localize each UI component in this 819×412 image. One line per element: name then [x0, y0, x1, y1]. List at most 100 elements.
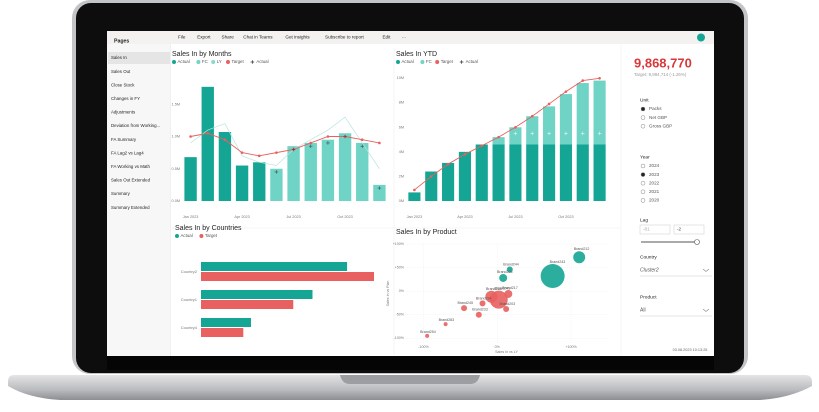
- selected-page: [108, 52, 170, 64]
- radio-label: 2022: [649, 180, 660, 185]
- dropdown-chevron[interactable]: [702, 268, 710, 272]
- dropdown-value[interactable]: Cluster2: [640, 267, 659, 273]
- page-tab[interactable]: Sales In: [111, 55, 127, 60]
- line-point: [429, 175, 433, 178]
- y-tick-label: 8M: [399, 101, 404, 105]
- dropdown-value[interactable]: All: [640, 307, 646, 313]
- x-tick-label: Jan 2023: [407, 215, 423, 219]
- plus-marker: [274, 170, 279, 174]
- bubble[interactable]: [506, 266, 513, 273]
- bubble[interactable]: [425, 333, 430, 338]
- y-tick-label: 0.0M: [172, 199, 180, 203]
- bubble[interactable]: [540, 264, 565, 289]
- bubble[interactable]: [499, 273, 508, 282]
- page-tab[interactable]: FA Working vs Math: [111, 164, 151, 169]
- toolbar-item[interactable]: Share: [222, 35, 235, 40]
- page-tab[interactable]: Deviation from Working...: [111, 123, 160, 128]
- bubble[interactable]: [485, 290, 498, 303]
- bar: [492, 137, 505, 145]
- chart-title: Sales In by Months: [172, 51, 232, 58]
- legend-label: Actual: [402, 59, 414, 64]
- dropdown-chevron[interactable]: [702, 308, 710, 312]
- bar: [509, 127, 522, 145]
- bar: [509, 144, 522, 201]
- toolbar-item[interactable]: Subscribe to report: [325, 35, 365, 40]
- legend-label: FC: [202, 59, 208, 64]
- plus-marker: [530, 131, 535, 136]
- y-tick-label: 1.5M: [172, 102, 180, 106]
- legend-marker: [175, 234, 179, 238]
- bubble[interactable]: [479, 300, 486, 307]
- bar: [201, 328, 244, 337]
- line-point: [514, 125, 517, 129]
- radio-button[interactable]: [640, 172, 646, 177]
- line-point: [223, 138, 227, 142]
- slider-handle[interactable]: [694, 239, 700, 245]
- toolbar-item[interactable]: Edit: [382, 35, 391, 40]
- bar: [492, 144, 505, 201]
- toolbar-item[interactable]: Get insights: [285, 35, 310, 40]
- y-tick-label: 2M: [399, 174, 404, 178]
- radio-button[interactable]: [640, 115, 646, 120]
- legend-marker: [420, 60, 425, 64]
- page-tab[interactable]: FA Summary: [111, 137, 137, 142]
- legend-label: Actual: [256, 59, 268, 64]
- toolbar-item[interactable]: Export: [197, 35, 211, 40]
- legend-marker: [459, 60, 464, 64]
- kpi-target: Target: 9,994,714 (-1.26%): [634, 72, 687, 77]
- plus-marker: [326, 141, 330, 145]
- laptop-base: [8, 375, 812, 400]
- radio-button[interactable]: [640, 198, 646, 203]
- legend-label: Target: [441, 59, 454, 64]
- y-tick-label: -50%: [396, 313, 405, 317]
- lag-input[interactable]: [673, 224, 705, 235]
- radio-button[interactable]: [640, 106, 646, 112]
- x-tick-label: Jul 2023: [286, 215, 300, 219]
- legend-label: Target: [232, 59, 245, 64]
- page-tab[interactable]: FA Lag2 vs Lag4: [111, 150, 144, 155]
- radio-button[interactable]: [640, 180, 646, 186]
- line-point: [240, 151, 244, 154]
- x-tick-label: Jan 2023: [183, 215, 199, 219]
- line-point: [189, 135, 192, 138]
- page-tab[interactable]: Changes in FY: [111, 96, 140, 101]
- point-label: Brand241: [495, 287, 511, 291]
- toolbar-item[interactable]: Chat in Teams: [243, 35, 273, 40]
- radio-button[interactable]: [640, 163, 646, 169]
- page-tab[interactable]: Summary Extended: [111, 205, 150, 210]
- page-tab[interactable]: Summary: [111, 191, 131, 196]
- bubble[interactable]: [461, 305, 468, 312]
- bubble[interactable]: [443, 322, 448, 327]
- toolbar-item[interactable]: ···: [402, 35, 407, 40]
- bubble[interactable]: [475, 311, 482, 318]
- radio-button[interactable]: [640, 123, 646, 129]
- line-point: [530, 114, 534, 118]
- point-label: Brand203: [500, 302, 516, 306]
- bar: [559, 94, 572, 145]
- x-axis-title: Sales In vs LY: [495, 350, 518, 354]
- line-point: [275, 151, 278, 154]
- filter-title: Product: [640, 294, 657, 300]
- bar: [475, 144, 488, 201]
- y-tick-label: 4M: [399, 150, 404, 154]
- radio-button[interactable]: [640, 189, 646, 195]
- line-point: [581, 79, 585, 82]
- filter-title: Unit: [640, 97, 649, 103]
- bar: [576, 144, 589, 201]
- bubble[interactable]: [573, 251, 586, 264]
- page-tab[interactable]: Close Stock: [111, 82, 135, 87]
- y-tick-label: 0%: [399, 289, 405, 293]
- bar: [218, 131, 232, 201]
- legend-marker: [226, 60, 230, 64]
- screen-bottom: [107, 356, 714, 370]
- page-tab[interactable]: Adjustments: [111, 110, 136, 115]
- bubble[interactable]: [503, 306, 510, 313]
- page-tab[interactable]: Sales Out: [111, 69, 131, 74]
- sidebar: [107, 44, 171, 356]
- y-tick-label: Country1: [181, 297, 198, 302]
- lag-input[interactable]: [639, 224, 671, 235]
- toolbar-item[interactable]: File: [178, 35, 186, 40]
- bar: [458, 151, 471, 201]
- page-tab[interactable]: Sales Out Extended: [111, 178, 151, 183]
